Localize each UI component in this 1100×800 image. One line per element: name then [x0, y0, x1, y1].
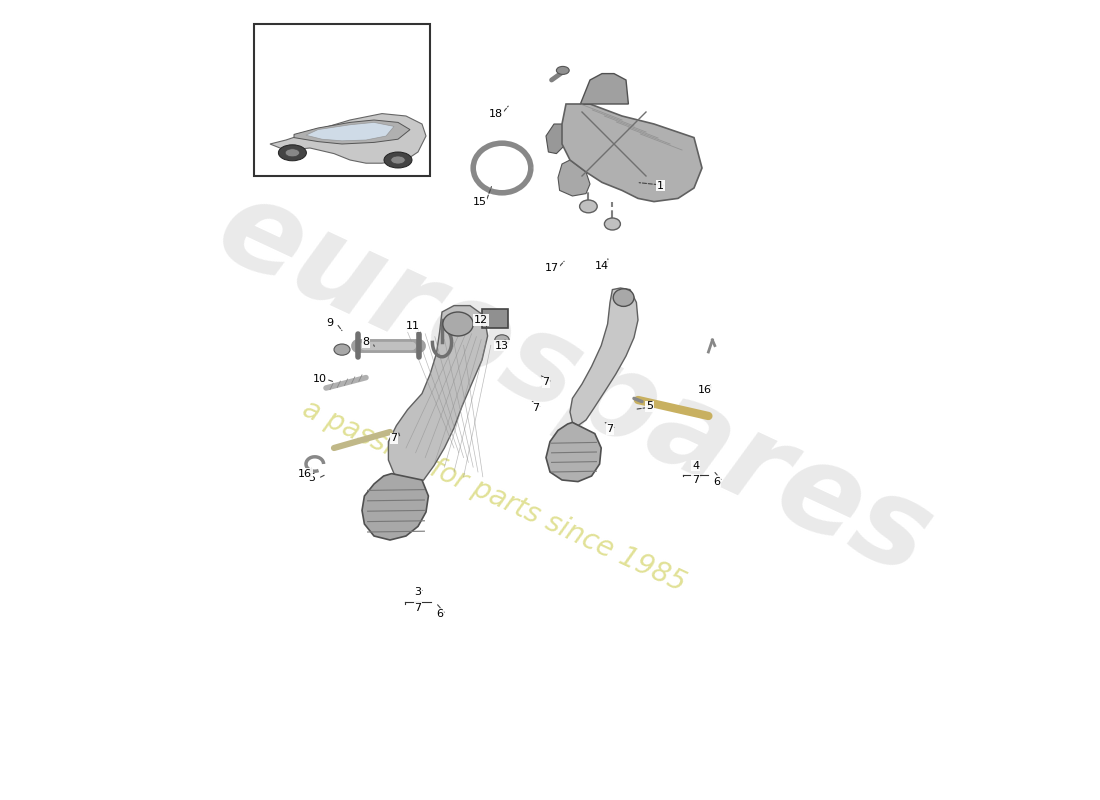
Text: 15: 15	[473, 197, 486, 206]
Polygon shape	[270, 114, 426, 163]
Text: 17: 17	[544, 263, 559, 273]
Text: 12: 12	[474, 315, 488, 325]
Text: 5: 5	[646, 402, 652, 411]
Text: 13: 13	[495, 341, 509, 350]
Text: 7: 7	[390, 434, 397, 443]
Text: 16: 16	[298, 469, 312, 478]
Ellipse shape	[495, 335, 509, 346]
Text: 7: 7	[532, 403, 539, 413]
Text: 1: 1	[657, 181, 664, 190]
Polygon shape	[581, 74, 628, 104]
Text: 3: 3	[415, 587, 421, 597]
Ellipse shape	[557, 66, 569, 74]
Text: 8: 8	[362, 338, 370, 347]
Text: 7: 7	[692, 475, 700, 485]
Text: 7: 7	[606, 424, 614, 434]
Text: 9: 9	[327, 318, 333, 328]
Text: 6: 6	[436, 610, 443, 619]
Text: eurospares: eurospares	[199, 168, 949, 600]
Polygon shape	[388, 306, 487, 484]
Text: 4: 4	[692, 461, 700, 470]
Text: 5: 5	[308, 474, 315, 483]
Text: 14: 14	[595, 261, 609, 270]
Ellipse shape	[390, 156, 405, 164]
Text: 18: 18	[488, 109, 503, 118]
Text: 6: 6	[713, 477, 719, 486]
Ellipse shape	[580, 200, 597, 213]
Bar	[482, 309, 507, 328]
Ellipse shape	[443, 312, 473, 336]
Polygon shape	[362, 474, 428, 540]
Ellipse shape	[334, 344, 350, 355]
Ellipse shape	[285, 149, 299, 157]
FancyBboxPatch shape	[254, 24, 430, 176]
Polygon shape	[562, 104, 702, 202]
Polygon shape	[570, 288, 638, 426]
Ellipse shape	[604, 218, 620, 230]
Ellipse shape	[613, 289, 634, 306]
Polygon shape	[546, 124, 566, 154]
Polygon shape	[294, 120, 410, 144]
Text: a passion for parts since 1985: a passion for parts since 1985	[298, 394, 690, 598]
Ellipse shape	[278, 145, 307, 161]
Polygon shape	[306, 122, 394, 141]
Text: 11: 11	[406, 322, 419, 331]
Text: 10: 10	[312, 374, 327, 384]
Ellipse shape	[384, 152, 412, 168]
Text: 16: 16	[698, 386, 712, 395]
Text: 7: 7	[415, 603, 421, 613]
Polygon shape	[546, 422, 602, 482]
Polygon shape	[558, 160, 590, 196]
Text: 7: 7	[542, 378, 550, 387]
